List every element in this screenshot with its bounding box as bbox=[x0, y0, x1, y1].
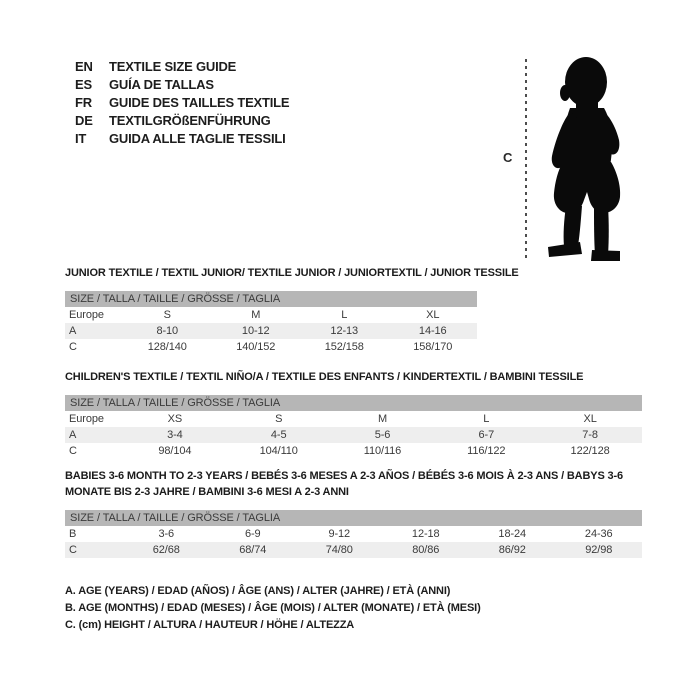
language-code: EN bbox=[75, 59, 93, 74]
language-list: EN TEXTILE SIZE GUIDE ES GUÍA DE TALLAS … bbox=[75, 58, 290, 148]
size-cell: M bbox=[251, 309, 261, 321]
language-code: ES bbox=[75, 77, 92, 92]
language-row: DE TEXTILGRÖßENFÜHRUNG bbox=[75, 112, 289, 130]
table-row: A 8-10 10-12 12-13 14-16 bbox=[65, 323, 477, 339]
size-section: CHILDREN'S TEXTILE / TEXTIL NIÑO/A / TEX… bbox=[65, 369, 643, 459]
row-label: Europe bbox=[69, 309, 104, 321]
size-cell: 104/110 bbox=[259, 445, 298, 457]
size-cell: 122/128 bbox=[570, 445, 610, 457]
size-cell: 24-36 bbox=[584, 528, 613, 540]
size-cell: 8-10 bbox=[156, 325, 179, 337]
table-row: C 98/104 104/110 110/116 116/122 122/128 bbox=[65, 443, 642, 459]
size-cell: 6-9 bbox=[244, 528, 261, 540]
section-title: CHILDREN'S TEXTILE / TEXTIL NIÑO/A / TEX… bbox=[65, 371, 584, 383]
size-cell: 4-5 bbox=[270, 429, 287, 441]
size-cell: 14-16 bbox=[418, 325, 447, 337]
language-row: FR GUIDE DES TAILLES TEXTILE bbox=[75, 94, 290, 112]
language-code: DE bbox=[75, 113, 93, 128]
size-cell: 5-6 bbox=[374, 429, 391, 441]
size-cell: 7-8 bbox=[582, 429, 598, 441]
row-label: C bbox=[69, 544, 77, 556]
baby-silhouette-icon bbox=[548, 57, 621, 261]
table-row: Europe S M L XL bbox=[65, 307, 477, 323]
size-table: SIZE / TALLA / TAILLE / GRÖSSE / TAGLIA … bbox=[65, 395, 642, 459]
size-cell: S bbox=[163, 309, 171, 321]
size-cell: 10-12 bbox=[241, 325, 270, 337]
row-label: B bbox=[69, 528, 77, 540]
table-row: Europe XS S M L XL bbox=[65, 411, 642, 427]
size-cell: 80/86 bbox=[412, 544, 440, 556]
language-code: IT bbox=[75, 131, 87, 146]
language-row: EN TEXTILE SIZE GUIDE bbox=[75, 58, 289, 76]
row-label: A bbox=[69, 429, 77, 441]
size-cell: 116/122 bbox=[467, 445, 506, 457]
size-cell: 12-13 bbox=[330, 325, 359, 337]
section-title: JUNIOR TEXTILE / TEXTIL JUNIOR/ TEXTILE … bbox=[65, 267, 519, 279]
height-measure-label: C bbox=[503, 150, 513, 165]
legend-line: C. (cm) HEIGHT / ALTURA / HAUTEUR / HÖHE… bbox=[65, 619, 355, 631]
legend-line: B. AGE (MONTHS) / EDAD (MESES) / ÂGE (MO… bbox=[65, 602, 481, 614]
size-cell: 3-4 bbox=[167, 429, 183, 441]
legend-line: A. AGE (YEARS) / EDAD (AÑOS) / ÂGE (ANS)… bbox=[65, 585, 451, 597]
size-cell: 6-7 bbox=[478, 429, 495, 441]
size-cell: 158/170 bbox=[413, 341, 453, 353]
size-cell: 12-18 bbox=[411, 528, 440, 540]
size-cell: 140/152 bbox=[236, 341, 276, 353]
size-cell: 128/140 bbox=[147, 341, 187, 353]
size-cell: 92/98 bbox=[585, 544, 613, 556]
size-cell: 110/116 bbox=[363, 445, 402, 457]
size-cell: L bbox=[341, 309, 348, 321]
size-cell: 68/74 bbox=[239, 544, 267, 556]
language-row: ES GUÍA DE TALLAS bbox=[75, 76, 289, 94]
size-cell: M bbox=[377, 413, 388, 425]
size-section: JUNIOR TEXTILE / TEXTIL JUNIOR/ TEXTILE … bbox=[65, 265, 643, 355]
language-label: GUÍA DE TALLAS bbox=[109, 77, 214, 92]
table-row: C 62/68 68/74 74/80 80/86 86/92 92/98 bbox=[65, 542, 642, 558]
size-cell: 74/80 bbox=[325, 544, 353, 556]
row-label: A bbox=[69, 325, 77, 337]
row-label: Europe bbox=[69, 413, 104, 425]
size-section: BABIES 3-6 MONTH TO 2-3 YEARS / BEBÉS 3-… bbox=[65, 468, 643, 558]
language-label: TEXTILGRÖßENFÜHRUNG bbox=[109, 113, 271, 128]
language-code: FR bbox=[75, 95, 92, 110]
size-table: SIZE / TALLA / TAILLE / GRÖSSE / TAGLIA … bbox=[65, 291, 477, 355]
language-label: GUIDE DES TAILLES TEXTILE bbox=[109, 95, 290, 110]
language-row: IT GUIDA ALLE TAGLIE TESSILI bbox=[75, 130, 289, 148]
language-label: GUIDA ALLE TAGLIE TESSILI bbox=[109, 131, 286, 146]
size-cell: XL bbox=[583, 413, 597, 425]
table-header-bar: SIZE / TALLA / TAILLE / GRÖSSE / TAGLIA bbox=[65, 291, 477, 307]
table-header-bar: SIZE / TALLA / TAILLE / GRÖSSE / TAGLIA bbox=[65, 510, 642, 526]
table-row: C 128/140 140/152 152/158 158/170 bbox=[65, 339, 477, 355]
size-cell: XL bbox=[426, 309, 440, 321]
size-cell: 98/104 bbox=[158, 445, 192, 457]
height-measure-line bbox=[525, 59, 527, 259]
size-cell: L bbox=[483, 413, 490, 425]
size-cell: XS bbox=[167, 413, 183, 425]
size-cell: 18-24 bbox=[498, 528, 527, 540]
size-cell: 62/68 bbox=[152, 544, 180, 556]
table-row: A 3-4 4-5 5-6 6-7 7-8 bbox=[65, 427, 642, 443]
size-legend: A. AGE (YEARS) / EDAD (AÑOS) / ÂGE (ANS)… bbox=[65, 583, 481, 634]
size-table: SIZE / TALLA / TAILLE / GRÖSSE / TAGLIA … bbox=[65, 510, 642, 558]
section-title: BABIES 3-6 MONTH TO 2-3 YEARS / BEBÉS 3-… bbox=[65, 470, 623, 498]
table-header-bar: SIZE / TALLA / TAILLE / GRÖSSE / TAGLIA bbox=[65, 395, 642, 411]
size-cell: S bbox=[275, 413, 283, 425]
row-label: C bbox=[69, 445, 77, 457]
size-cell: 152/158 bbox=[324, 341, 364, 353]
language-label: TEXTILE SIZE GUIDE bbox=[109, 59, 237, 74]
table-row: B 3-6 6-9 9-12 12-18 18-24 24-36 bbox=[65, 526, 642, 542]
size-cell: 3-6 bbox=[158, 528, 175, 540]
size-cell: 86/92 bbox=[498, 544, 526, 556]
row-label: C bbox=[69, 341, 77, 353]
size-cell: 9-12 bbox=[328, 528, 351, 540]
